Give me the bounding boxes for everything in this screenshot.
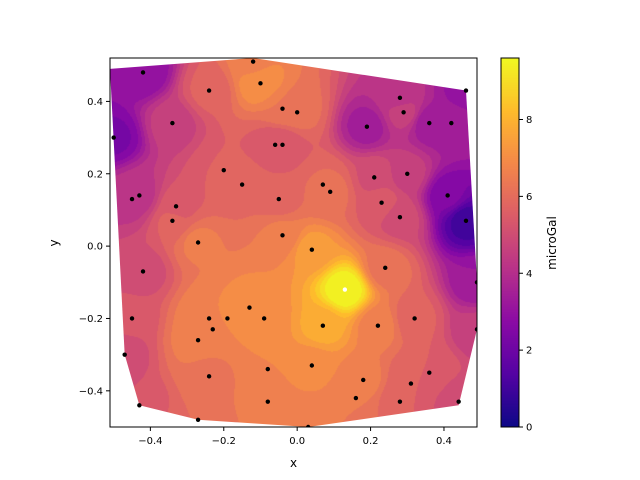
colorbar-tick-label: 2 <box>526 346 532 357</box>
sample-point <box>474 327 477 332</box>
sample-point <box>463 218 469 223</box>
sample-point <box>272 142 278 148</box>
sample-point <box>195 417 201 422</box>
colorbar-tick-label: 8 <box>526 115 532 126</box>
y-axis-ticks: −0.4 −0.2 0.0 0.2 0.4 <box>79 97 110 397</box>
sample-point <box>225 316 230 321</box>
sample-point <box>206 374 212 379</box>
sample-point <box>129 316 135 321</box>
sample-point <box>129 196 135 202</box>
sample-point <box>170 218 175 223</box>
sample-point <box>206 316 212 321</box>
sample-point <box>280 142 285 148</box>
sample-point <box>445 193 450 198</box>
sample-point <box>397 95 403 100</box>
colorbar-tick-label: 0 <box>526 423 532 434</box>
sample-point <box>342 287 348 292</box>
sample-point <box>140 70 146 75</box>
sample-point <box>250 59 256 64</box>
axes-frame <box>109 57 478 428</box>
colorbar-tick-label: 6 <box>526 192 532 203</box>
sample-point <box>170 120 175 126</box>
sample-point <box>320 182 326 187</box>
sample-point <box>309 363 315 368</box>
x-axis-label: x <box>290 456 297 470</box>
sample-point <box>111 135 116 140</box>
colorbar: 0 2 4 6 8 microGal <box>500 57 559 434</box>
colorbar-ticks: 0 2 4 6 8 <box>519 115 532 434</box>
sample-point <box>383 265 388 271</box>
colorbar-frame <box>500 57 520 428</box>
sample-point <box>463 88 469 93</box>
y-tick-label: −0.4 <box>79 386 103 397</box>
sample-point <box>239 182 245 187</box>
sample-point <box>328 189 333 195</box>
sample-point <box>372 175 377 180</box>
x-axis-ticks: −0.4 −0.2 0.0 0.2 0.4 <box>138 427 452 447</box>
sample-point <box>258 81 263 86</box>
sample-point <box>247 305 252 310</box>
sample-point <box>412 316 417 321</box>
x-tick-label: 0.2 <box>363 436 379 447</box>
sample-point <box>427 120 432 126</box>
sample-point <box>173 204 179 209</box>
colorbar-tick-label: 4 <box>526 269 532 280</box>
sample-point <box>397 399 403 404</box>
sample-point <box>195 240 201 245</box>
sample-point <box>280 106 285 111</box>
sample-point <box>401 110 406 115</box>
y-axis-label: y <box>47 239 61 246</box>
sample-point <box>364 124 370 129</box>
sample-point <box>408 381 414 386</box>
x-tick-label: −0.2 <box>212 436 236 447</box>
sample-point <box>206 88 212 93</box>
contour-fill <box>110 58 477 427</box>
sample-point <box>137 193 142 198</box>
sample-point <box>320 323 326 328</box>
sample-point <box>294 110 300 115</box>
sample-point <box>195 337 201 343</box>
sample-point <box>397 214 403 220</box>
sample-point <box>122 352 127 357</box>
sample-point <box>221 167 226 173</box>
sample-point <box>375 323 381 328</box>
sample-point <box>456 399 461 404</box>
x-tick-label: −0.4 <box>138 436 162 447</box>
sample-point <box>405 171 410 176</box>
sample-point <box>353 395 359 401</box>
sample-point <box>305 424 311 427</box>
sample-point <box>265 366 271 372</box>
sample-point <box>361 377 366 383</box>
x-tick-label: 0.0 <box>289 436 305 447</box>
y-tick-label: 0.0 <box>87 242 103 253</box>
sample-point <box>449 120 454 126</box>
y-tick-label: 0.2 <box>87 169 103 180</box>
sample-point <box>210 327 215 332</box>
sample-point <box>280 233 285 238</box>
sample-point <box>261 316 267 321</box>
sample-points <box>111 59 477 427</box>
y-tick-label: 0.4 <box>87 97 103 108</box>
sample-point <box>309 247 315 252</box>
sample-point <box>379 200 384 205</box>
sample-point <box>474 280 477 285</box>
colorbar-label: microGal <box>545 216 559 270</box>
sample-point <box>265 399 271 404</box>
sample-point <box>137 403 142 408</box>
x-tick-label: 0.4 <box>436 436 452 447</box>
sample-point <box>427 370 432 375</box>
sample-point <box>140 269 146 274</box>
y-tick-label: −0.2 <box>79 314 103 325</box>
sample-point <box>276 196 282 202</box>
